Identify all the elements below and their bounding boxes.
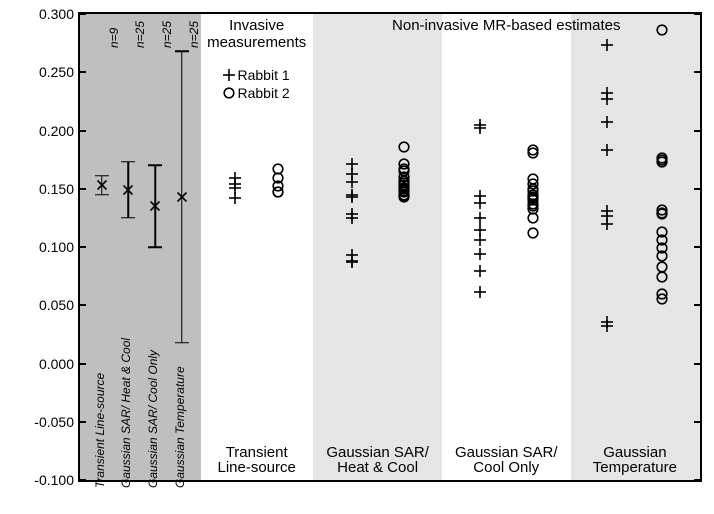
y-tick-label: 0.050 — [39, 297, 74, 313]
summary-n-label: n=25 — [187, 21, 201, 48]
y-tick — [694, 13, 700, 15]
data-point-rabbit1 — [601, 320, 613, 332]
legend-item: Rabbit 1 — [220, 66, 290, 84]
data-point-rabbit2 — [527, 227, 539, 239]
y-tick — [80, 363, 86, 365]
top-header: Invasivemeasurements — [201, 18, 313, 51]
y-tick — [80, 130, 86, 132]
data-point-rabbit1 — [346, 255, 358, 267]
top-header: Non-invasive MR-based estimates — [313, 18, 701, 35]
summary-method-label: Transient Line-source — [93, 373, 107, 488]
data-point-rabbit1 — [474, 122, 486, 134]
summary-method-label: Gaussian Temperature — [173, 366, 187, 488]
y-tick — [694, 304, 700, 306]
data-point-rabbit1 — [346, 191, 358, 203]
y-tick-label: 0.000 — [39, 356, 74, 372]
y-tick — [80, 421, 86, 423]
data-point-rabbit1 — [474, 265, 486, 277]
data-point-rabbit1 — [346, 212, 358, 224]
y-tick — [80, 71, 86, 73]
legend: Rabbit 1Rabbit 2 — [220, 66, 290, 102]
data-point-rabbit1 — [229, 192, 241, 204]
error-cap — [121, 161, 135, 163]
data-point-rabbit2 — [656, 293, 668, 305]
y-tick — [80, 304, 86, 306]
data-point-rabbit1 — [474, 286, 486, 298]
region — [313, 14, 443, 480]
x-category-label: Gaussian SAR/Cool Only — [443, 445, 570, 477]
data-point-rabbit2 — [656, 271, 668, 283]
y-tick — [694, 130, 700, 132]
data-point-rabbit2 — [656, 208, 668, 220]
y-tick — [694, 188, 700, 190]
data-point-rabbit2 — [272, 186, 284, 198]
data-point-rabbit2 — [398, 191, 410, 203]
y-tick-label: 0.250 — [39, 64, 74, 80]
data-point-rabbit1 — [601, 144, 613, 156]
y-tick — [694, 71, 700, 73]
data-point-rabbit1 — [474, 248, 486, 260]
x-category-label: TransientLine-source — [201, 445, 313, 477]
y-tick — [80, 246, 86, 248]
region — [443, 14, 570, 480]
error-cap — [175, 51, 189, 53]
y-tick — [694, 479, 700, 481]
data-point-rabbit2 — [398, 141, 410, 153]
data-point-rabbit2 — [527, 212, 539, 224]
y-tick — [80, 188, 86, 190]
error-cap — [148, 165, 162, 167]
y-tick-label: 0.200 — [39, 123, 74, 139]
y-tick-label: 0.100 — [39, 239, 74, 255]
data-point-rabbit1 — [474, 197, 486, 209]
y-tick — [694, 421, 700, 423]
y-tick-label: -0.100 — [34, 472, 74, 488]
data-point-rabbit1 — [601, 93, 613, 105]
y-tick — [694, 246, 700, 248]
data-point-rabbit1 — [229, 178, 241, 190]
data-point-rabbit1 — [346, 176, 358, 188]
y-tick-label: -0.050 — [34, 414, 74, 430]
summary-mean-marker — [150, 201, 161, 212]
data-point-rabbit1 — [601, 116, 613, 128]
y-tick — [80, 13, 86, 15]
data-point-rabbit2 — [527, 147, 539, 159]
data-point-rabbit1 — [601, 218, 613, 230]
error-cap — [121, 217, 135, 219]
data-point-rabbit1 — [474, 212, 486, 224]
summary-mean-marker — [96, 180, 107, 191]
error-cap — [175, 342, 189, 344]
summary-n-label: n=25 — [133, 21, 147, 48]
summary-mean-marker — [123, 184, 134, 195]
summary-method-label: Gaussian SAR/ Cool Only — [146, 350, 160, 488]
region — [570, 14, 700, 480]
plot-area: InvasivemeasurementsNon-invasive MR-base… — [78, 12, 702, 482]
panel-divider — [442, 14, 444, 480]
summary-n-label: n=9 — [107, 28, 121, 48]
x-category-label: Gaussian SAR/Heat & Cool — [313, 445, 443, 477]
data-point-rabbit2 — [656, 156, 668, 168]
panel-divider — [569, 14, 571, 480]
x-category-label: GaussianTemperature — [570, 445, 700, 477]
summary-mean-marker — [176, 191, 187, 202]
y-tick — [80, 479, 86, 481]
data-point-rabbit1 — [474, 234, 486, 246]
legend-item: Rabbit 2 — [220, 84, 290, 102]
y-tick — [694, 363, 700, 365]
error-cap — [95, 175, 109, 177]
data-point-rabbit2 — [656, 24, 668, 36]
error-cap — [148, 246, 162, 248]
y-tick-label: 0.150 — [39, 181, 74, 197]
data-point-rabbit1 — [601, 39, 613, 51]
summary-n-label: n=25 — [160, 21, 174, 48]
y-tick-label: 0.300 — [39, 6, 74, 22]
error-cap — [95, 194, 109, 196]
summary-method-label: Gaussian SAR/ Heat & Cool — [119, 338, 133, 488]
